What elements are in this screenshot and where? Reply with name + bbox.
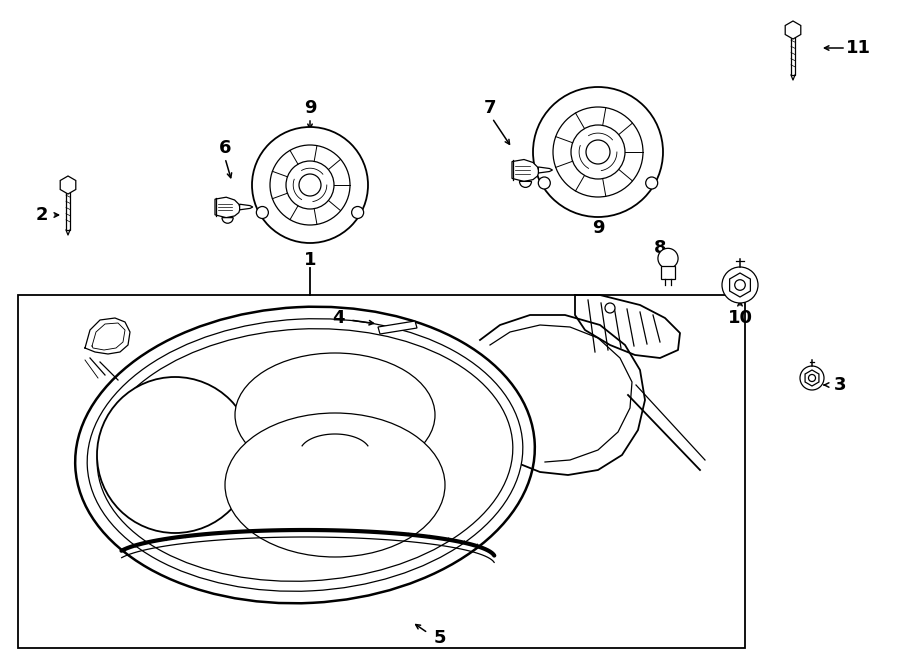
Text: 1: 1 [304,251,316,269]
Circle shape [808,375,815,381]
Ellipse shape [76,307,535,603]
Text: 5: 5 [434,629,446,647]
Circle shape [256,206,268,219]
Polygon shape [60,176,76,194]
Bar [662,266,675,279]
Text: 6: 6 [219,139,231,157]
Wedge shape [222,217,233,223]
Polygon shape [730,273,751,297]
Circle shape [553,107,643,197]
Wedge shape [519,181,532,188]
Circle shape [252,127,368,243]
Ellipse shape [235,353,435,477]
Text: 9: 9 [304,99,316,117]
Circle shape [605,303,615,313]
Circle shape [645,177,658,189]
Ellipse shape [97,329,513,581]
Bar [791,30,795,75]
Text: 8: 8 [653,239,666,257]
Circle shape [270,145,350,225]
Text: 2: 2 [36,206,49,224]
Text: 10: 10 [727,309,752,327]
Text: 11: 11 [845,39,870,57]
Polygon shape [378,321,417,334]
Text: 4: 4 [332,309,344,327]
Circle shape [800,366,824,390]
Circle shape [299,174,321,196]
Circle shape [586,140,610,164]
Circle shape [658,249,678,268]
Polygon shape [215,197,240,217]
Text: 7: 7 [484,99,496,117]
Ellipse shape [87,319,523,592]
Circle shape [533,87,663,217]
Text: 3: 3 [833,376,846,394]
Polygon shape [512,159,539,181]
Polygon shape [806,370,819,386]
Polygon shape [538,167,553,173]
Polygon shape [239,204,253,210]
Circle shape [286,161,334,209]
Bar [18,295,745,648]
Circle shape [352,206,364,219]
Text: 9: 9 [592,219,604,237]
Circle shape [538,177,550,189]
Bar [66,185,70,230]
Ellipse shape [225,413,445,557]
Circle shape [734,280,745,290]
Circle shape [97,377,253,533]
Circle shape [571,125,625,179]
Circle shape [722,267,758,303]
Polygon shape [785,21,801,39]
